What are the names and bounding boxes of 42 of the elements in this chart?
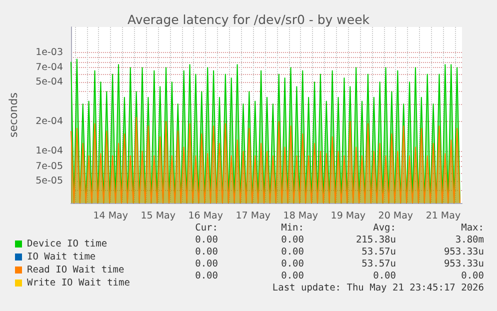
text: Avg: xyxy=(373,222,396,234)
text: Cur: xyxy=(195,222,218,234)
y-axis-title: seconds xyxy=(7,92,20,138)
text: 953.33u xyxy=(444,246,484,258)
text: 3.80m xyxy=(455,234,484,246)
legend-label: IO Wait time xyxy=(27,252,96,262)
text: 953.33u xyxy=(444,258,484,270)
y-tick-label: 2e-04 xyxy=(36,116,63,127)
text: 53.57u xyxy=(362,246,396,258)
text: Max: xyxy=(461,222,484,234)
text: 0.00 xyxy=(195,246,218,258)
x-tick-label: 15 May xyxy=(140,210,176,222)
x-tick-label: 17 May xyxy=(236,210,271,222)
legend-label: Write IO Wait time xyxy=(27,278,130,288)
text: 215.38u xyxy=(356,234,396,246)
x-tick-label: 14 May xyxy=(93,210,128,222)
legend-label: Read IO Wait time xyxy=(27,264,125,276)
x-tick-label: 20 May xyxy=(378,210,414,222)
chart-title: Average latency for /dev/sr0 - by week xyxy=(127,12,370,27)
text: 0.00 xyxy=(281,246,304,258)
x-tick-label: 16 May xyxy=(188,210,224,222)
text: 0.00 xyxy=(281,234,304,246)
text: 0.00 xyxy=(281,270,304,282)
text: 0.00 xyxy=(195,234,218,246)
y-tick-label: 5e-05 xyxy=(36,176,63,187)
text: 0.00 xyxy=(373,270,396,282)
text: 53.57u xyxy=(362,258,396,270)
y-tick-label: 7e-04 xyxy=(36,62,63,74)
text: 0.00 xyxy=(281,258,304,270)
text: 0.00 xyxy=(195,258,218,270)
y-tick-label: 7e-05 xyxy=(36,161,63,172)
y-tick-label: 1e-03 xyxy=(36,46,63,58)
x-tick-label: 18 May xyxy=(283,210,318,222)
x-tick-label: 21 May xyxy=(426,210,461,222)
text: Last update: Thu May 21 23:45:17 2026 xyxy=(272,282,484,294)
text: 0.00 xyxy=(461,270,484,282)
x-tick-label: 19 May xyxy=(330,210,366,222)
text: 0.00 xyxy=(195,270,218,282)
legend-label: Device IO time xyxy=(27,238,108,250)
y-tick-label: 5e-04 xyxy=(36,76,63,88)
y-tick-label: 1e-04 xyxy=(36,146,63,157)
text: Min: xyxy=(281,222,304,234)
